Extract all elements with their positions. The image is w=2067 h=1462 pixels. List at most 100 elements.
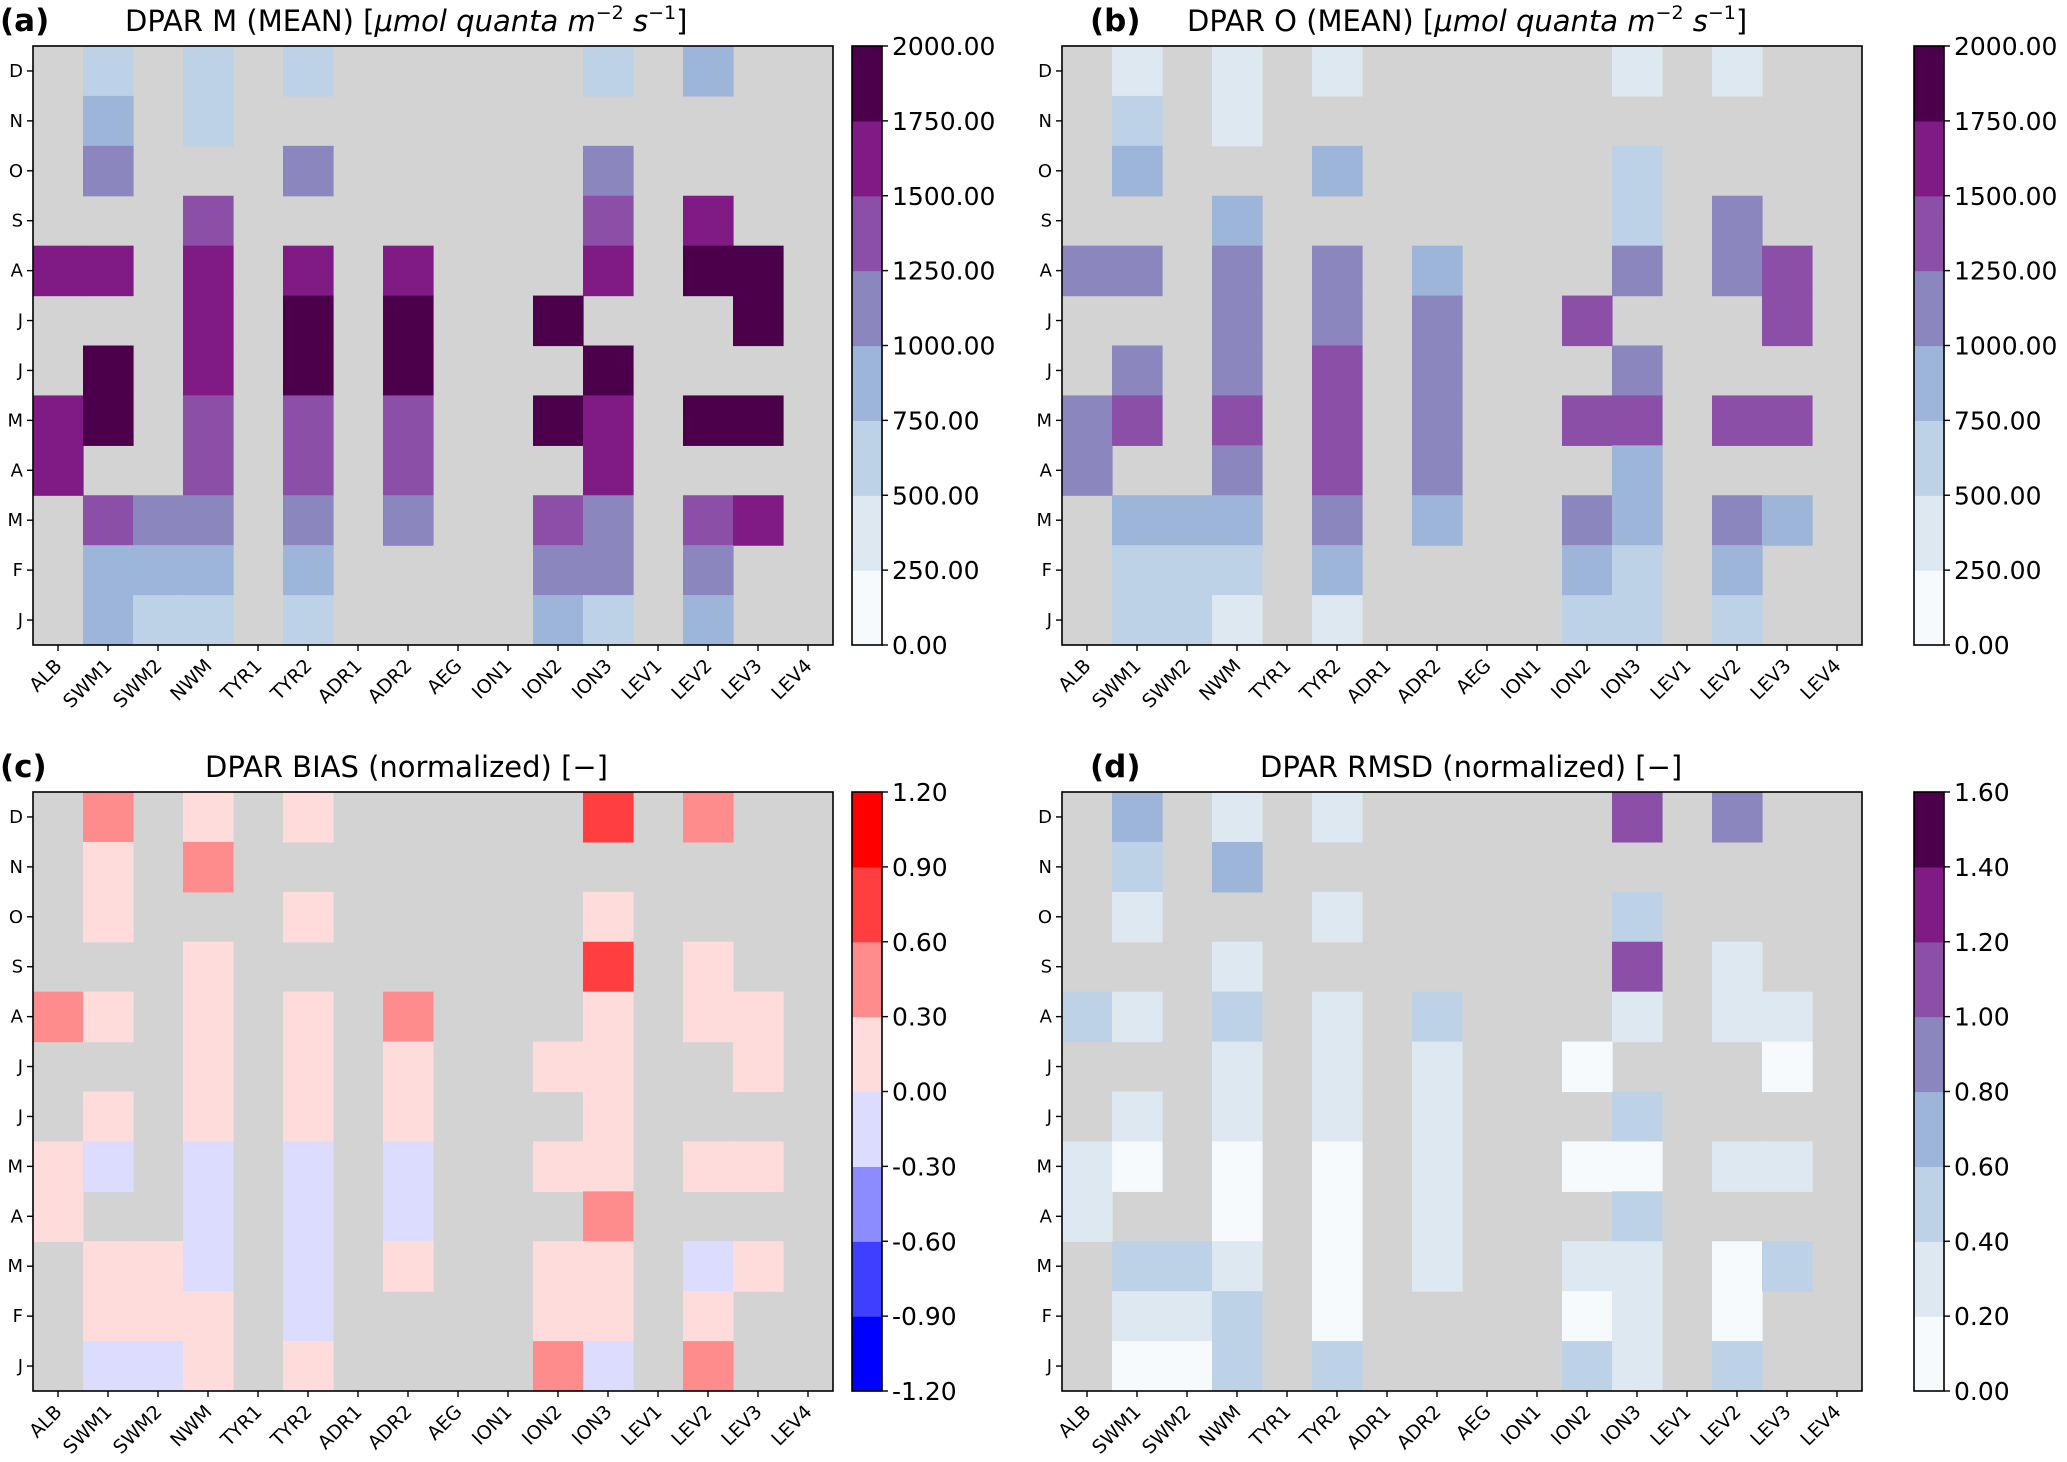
heatmap-cell [183,1191,234,1242]
colorbar-tick-label: -0.30 [892,1152,957,1181]
heatmap-cell [1212,1241,1263,1292]
axes-frame [1061,45,1863,646]
title-text: ] [1736,4,1747,38]
heatmap-cell [183,295,234,347]
title-exponent: −1 [1708,2,1736,24]
heatmap-cell [583,345,634,397]
heatmap-cell [533,1141,584,1192]
heatmap-cell [583,1191,634,1242]
colorbar-swatch [1914,195,1944,272]
colorbar-swatch [1914,866,1944,943]
heatmap-cell [733,295,784,347]
heatmap-cell [383,295,434,347]
heatmap-cell [383,1191,434,1242]
heatmap-cell [1762,395,1813,446]
heatmap-cell [1612,245,1663,297]
heatmap-cell [683,1141,734,1192]
heatmap-cell [1112,792,1163,843]
title-text: DPAR O (MEAN) [ [1187,4,1434,38]
heatmap-cell [533,1291,584,1342]
colorbar-tick-label: 1.40 [1954,853,2010,882]
title-text: ] [676,4,687,38]
heatmap-cell [133,1241,184,1292]
heatmap-cell [1412,245,1463,297]
x-tick-label: LEV1 [1646,655,1695,704]
heatmap-cell [1612,1141,1663,1192]
colorbar-tick-label: 0.90 [892,853,948,882]
heatmap-cell [283,792,334,843]
heatmap-cell [1562,495,1613,546]
heatmap-cell [733,1141,784,1192]
colorbar-tick-label: 2000.00 [892,32,995,61]
colorbar-swatch [852,420,882,496]
x-tick-label: AEG [423,655,467,699]
heatmap-cell [83,792,134,843]
heatmap-cell [83,1291,134,1342]
heatmap-cell [183,495,234,546]
heatmap-cell [83,595,134,646]
heatmap-cell [1412,445,1463,496]
colorbar-swatch [1914,420,1944,496]
colorbar-swatch [852,1316,882,1392]
title-text: DPAR BIAS (normalized) [−] [205,750,608,784]
colorbar-tick-label: 1.00 [1954,1003,2010,1032]
heatmap-cell [83,991,134,1043]
x-tick-label: ADR2 [364,1401,417,1454]
chart-title: DPAR RMSD (normalized) [−] [1260,750,1682,784]
heatmap-cell [1212,595,1263,646]
heatmap-cell [1612,1241,1663,1292]
heatmap-cell [1712,1141,1763,1192]
panel-label: (b) [1090,3,1141,39]
x-tick-label: LEV1 [1646,1401,1695,1450]
heatmap-cell [83,841,134,893]
heatmap-cell [1312,345,1363,397]
heatmap-cell [283,345,334,397]
heatmap-cell [1162,595,1213,646]
heatmap-cell [283,991,334,1043]
x-tick-label: LEV3 [1746,655,1795,704]
heatmap-cell [383,991,434,1043]
heatmap-cell [33,1191,84,1242]
y-tick-label: A [11,1007,24,1028]
y-tick-label: M [1036,1256,1052,1277]
heatmap-cell [283,445,334,496]
y-tick-label: J [17,610,23,631]
colorbar-tick-label: -0.90 [892,1302,957,1331]
y-tick-label: O [1038,907,1052,928]
colorbar-swatch [1914,495,1944,571]
heatmap-cell [283,1091,334,1143]
heatmap-cell [583,145,634,197]
colorbar-tick-label: 1.20 [892,778,948,807]
heatmap-cell [33,245,84,297]
colorbar-swatch [1914,1091,1944,1167]
heatmap-cell [183,841,234,893]
heatmap-cell [1562,1341,1613,1392]
heatmap-cell [1312,1291,1363,1342]
heatmap-cell [1612,495,1663,546]
y-tick-label: S [12,957,23,978]
colorbar-swatch [852,46,882,122]
x-tick-label: ION2 [518,1401,567,1450]
x-tick-label: ION2 [1547,655,1596,704]
heatmap-cell [1412,1191,1463,1242]
heatmap-cell [683,395,734,446]
heatmap-cell [683,595,734,646]
heatmap-cell [1312,46,1363,97]
y-tick-label: S [1041,957,1052,978]
heatmap-cell [1612,1291,1663,1342]
heatmap-cell [283,145,334,197]
heatmap-cell [83,1091,134,1143]
heatmap-cell [283,1191,334,1242]
heatmap-cell [533,1341,584,1392]
heatmap-cell [683,941,734,993]
y-tick-label: S [1041,211,1052,232]
heatmap-cell [1112,595,1163,646]
heatmap-cell [1112,145,1163,197]
heatmap-cell [183,991,234,1043]
heatmap-cell [183,445,234,496]
heatmap-cell [283,245,334,297]
heatmap-cell [133,1341,184,1392]
colorbar-swatch [852,1091,882,1167]
heatmap-cell [1412,295,1463,347]
heatmap-cell [1562,395,1613,446]
